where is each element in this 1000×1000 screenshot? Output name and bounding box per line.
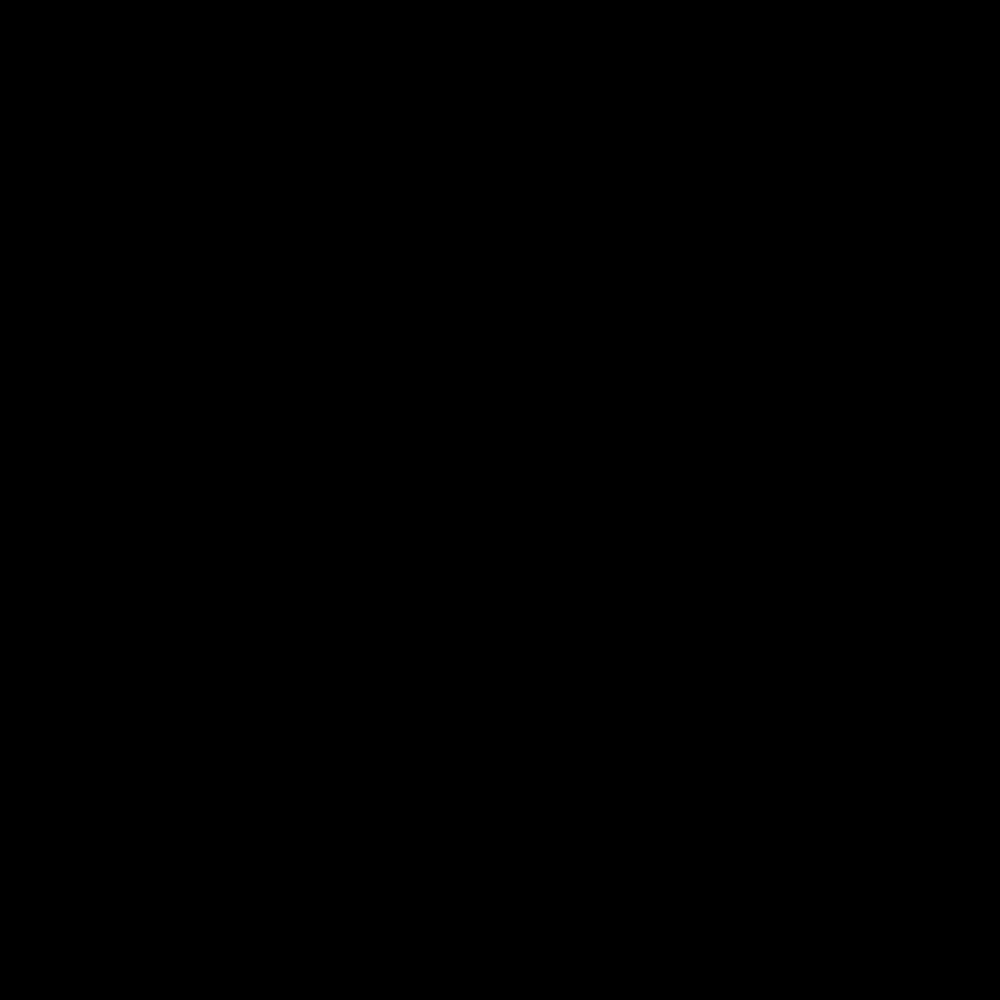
metadata-panel [480, 48, 983, 237]
